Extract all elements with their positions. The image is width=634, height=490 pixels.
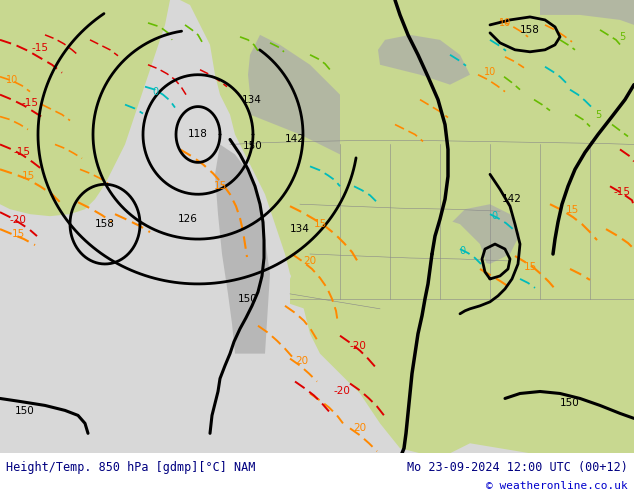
Text: 150: 150: [560, 398, 580, 409]
Text: 0: 0: [152, 87, 158, 97]
Text: 150: 150: [15, 406, 35, 416]
Text: 20: 20: [353, 423, 366, 433]
Text: 15: 15: [22, 172, 35, 181]
Text: 15: 15: [11, 229, 25, 239]
Polygon shape: [0, 0, 170, 216]
Text: 158: 158: [520, 25, 540, 35]
Text: 15: 15: [214, 181, 226, 191]
Text: 15: 15: [524, 262, 536, 272]
Text: 5: 5: [619, 32, 625, 42]
Text: 15: 15: [566, 205, 579, 215]
Text: -15: -15: [614, 187, 630, 197]
Text: -20: -20: [349, 341, 366, 351]
Text: -15: -15: [22, 98, 39, 108]
Text: -15: -15: [13, 147, 30, 157]
Text: 150: 150: [238, 294, 258, 304]
Text: Mo 23-09-2024 12:00 UTC (00+12): Mo 23-09-2024 12:00 UTC (00+12): [407, 461, 628, 474]
Text: 150: 150: [243, 142, 263, 151]
Polygon shape: [170, 0, 634, 453]
Text: 158: 158: [95, 219, 115, 229]
Text: 134: 134: [290, 224, 310, 234]
Polygon shape: [215, 145, 270, 354]
Text: 5: 5: [595, 110, 601, 120]
Text: 142: 142: [502, 194, 522, 204]
Text: 134: 134: [242, 95, 262, 105]
Text: 10: 10: [6, 74, 18, 85]
Text: 118: 118: [188, 129, 208, 140]
Text: -15: -15: [32, 43, 48, 53]
Text: 20: 20: [295, 356, 309, 366]
Text: -20: -20: [10, 215, 27, 225]
Text: 10: 10: [499, 18, 511, 28]
Text: 142: 142: [285, 134, 305, 145]
Polygon shape: [340, 0, 634, 189]
Polygon shape: [290, 204, 490, 334]
Text: 10: 10: [484, 67, 496, 77]
Text: 126: 126: [178, 214, 198, 224]
Text: 15: 15: [313, 219, 327, 229]
Text: -20: -20: [333, 387, 351, 396]
Polygon shape: [378, 35, 470, 85]
Text: © weatheronline.co.uk: © weatheronline.co.uk: [486, 481, 628, 490]
Text: 0: 0: [459, 246, 465, 256]
Text: 0: 0: [491, 211, 497, 221]
Polygon shape: [540, 0, 634, 25]
Text: Height/Temp. 850 hPa [gdmp][°C] NAM: Height/Temp. 850 hPa [gdmp][°C] NAM: [6, 461, 256, 474]
Polygon shape: [448, 204, 520, 264]
Text: 20: 20: [304, 256, 316, 266]
Polygon shape: [248, 35, 340, 154]
